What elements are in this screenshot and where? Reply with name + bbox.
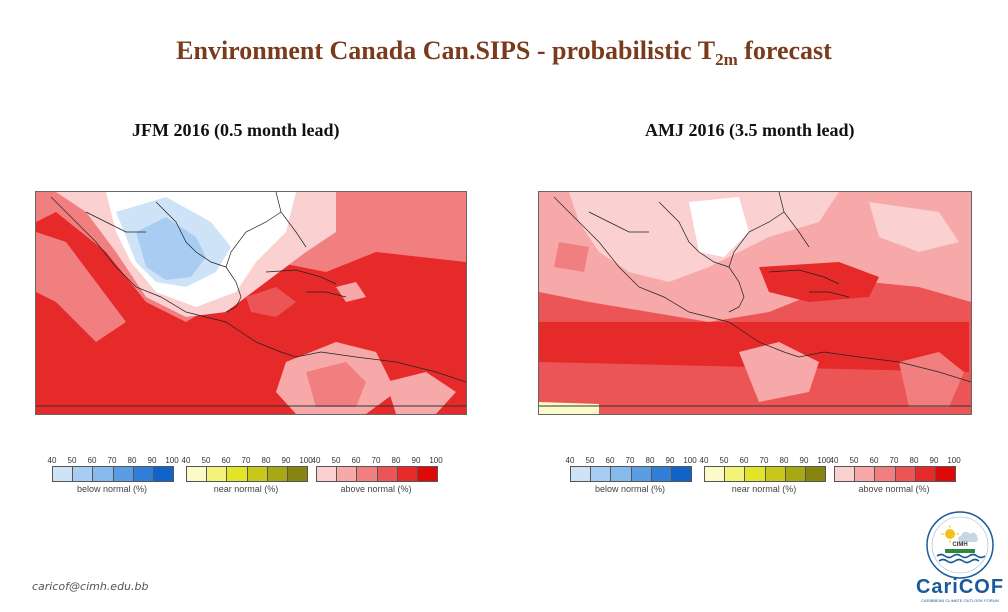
tick: 60: [351, 456, 361, 465]
color-bar: [570, 466, 692, 482]
tick: 70: [889, 456, 899, 465]
legend-jfm: 40 50 60 70 80 90 100 below normal (%) 4…: [48, 456, 443, 500]
tick: 60: [739, 456, 749, 465]
cimh-emblem-icon: [926, 511, 994, 579]
legend-label: above normal (%): [340, 484, 412, 494]
legend-amj: 40 50 60 70 80 90 100 below normal (%) 4…: [566, 456, 961, 500]
tick: 50: [201, 456, 211, 465]
tick: 70: [107, 456, 117, 465]
tick: 40: [565, 456, 575, 465]
tick: 80: [391, 456, 401, 465]
color-bar: [834, 466, 956, 482]
legend-label: above normal (%): [858, 484, 930, 494]
tick: 100: [817, 456, 831, 465]
tick: 60: [221, 456, 231, 465]
logo-name: CariCOF: [915, 576, 1005, 598]
tick: 90: [281, 456, 291, 465]
map-panel-jfm: [35, 191, 467, 415]
color-bar: [186, 466, 308, 482]
tick: 50: [719, 456, 729, 465]
tick: 100: [165, 456, 179, 465]
tick: 80: [261, 456, 271, 465]
tick: 80: [645, 456, 655, 465]
panel-label-amj: AMJ 2016 (3.5 month lead): [645, 120, 855, 140]
tick: 90: [665, 456, 675, 465]
tick: 70: [759, 456, 769, 465]
legend-label: below normal (%): [76, 484, 148, 494]
tick: 70: [371, 456, 381, 465]
tick: 90: [411, 456, 421, 465]
tick: 90: [799, 456, 809, 465]
tick: 90: [147, 456, 157, 465]
tick: 40: [181, 456, 191, 465]
tick: 40: [311, 456, 321, 465]
map-panel-amj: [538, 191, 972, 415]
color-bar: [704, 466, 826, 482]
contact-email[interactable]: caricof@cimh.edu.bb: [32, 580, 149, 593]
tick: 60: [869, 456, 879, 465]
legend-label: near normal (%): [213, 484, 279, 494]
tick: 50: [331, 456, 341, 465]
logo-tagline: CARIBBEAN CLIMATE OUTLOOK FORUM: [921, 598, 999, 603]
caricof-logo: CIMH CariCOF CARIBBEAN CLIMATE OUTLOOK F…: [915, 510, 1005, 610]
tick: 50: [849, 456, 859, 465]
tick: 80: [909, 456, 919, 465]
tick: 50: [585, 456, 595, 465]
page-title: Environment Canada Can.SIPS - probabilis…: [176, 36, 832, 69]
color-bar: [52, 466, 174, 482]
legend-label: below normal (%): [594, 484, 666, 494]
logo-org-label: CIMH: [952, 542, 968, 548]
tick: 80: [779, 456, 789, 465]
tick: 80: [127, 456, 137, 465]
tick: 40: [829, 456, 839, 465]
color-bar: [316, 466, 438, 482]
tick: 70: [241, 456, 251, 465]
tick: 100: [429, 456, 443, 465]
tick: 40: [47, 456, 57, 465]
tick: 60: [87, 456, 97, 465]
tick: 100: [947, 456, 961, 465]
tick: 50: [67, 456, 77, 465]
tick: 90: [929, 456, 939, 465]
tick: 40: [699, 456, 709, 465]
tick: 100: [683, 456, 697, 465]
panel-label-jfm: JFM 2016 (0.5 month lead): [132, 120, 340, 140]
tick: 60: [605, 456, 615, 465]
legend-label: near normal (%): [731, 484, 797, 494]
tick: 70: [625, 456, 635, 465]
tick: 100: [299, 456, 313, 465]
